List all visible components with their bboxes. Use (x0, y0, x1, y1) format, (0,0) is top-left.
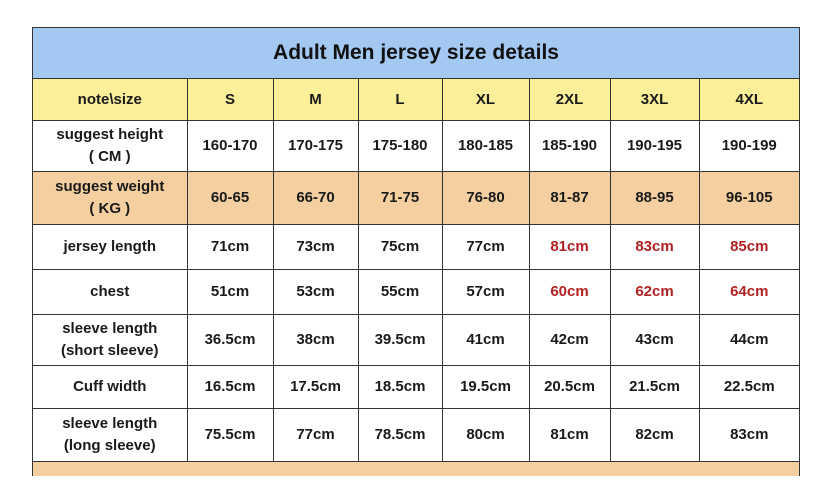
size-value-cell: 43cm (609, 314, 700, 366)
header-size-4xl: 4XL (698, 79, 799, 121)
size-value-cell: 77cm (272, 408, 359, 462)
size-value-cell: 80cm (441, 408, 530, 462)
header-size-m: M (272, 79, 359, 121)
row-label-line: suggest weight (55, 178, 165, 195)
size-value-cell: 88-95 (609, 171, 700, 225)
header-size-s: S (186, 79, 274, 121)
size-value-cell: 53cm (272, 269, 359, 315)
header-size-2xl: 2XL (528, 79, 611, 121)
bottom-band (33, 462, 799, 476)
size-value-cell: 81-87 (528, 171, 611, 225)
row-label-line: (long sleeve) (63, 437, 156, 454)
size-value-cell: 190-195 (609, 120, 700, 172)
size-value-cell: 60cm (528, 269, 611, 315)
size-value-cell: 41cm (441, 314, 530, 366)
table-row: jersey length 71cm 73cm 75cm 77cm 81cm 83cm 85c… (33, 224, 799, 270)
size-value-cell: 42cm (528, 314, 611, 366)
size-value-cell: 20.5cm (528, 365, 611, 409)
size-value-cell: 96-105 (698, 171, 799, 225)
row-label-line: suggest height (56, 126, 164, 143)
size-value-cell: 83cm (609, 224, 700, 270)
size-value-cell: 64cm (698, 269, 799, 315)
size-value-cell: 71-75 (357, 171, 443, 225)
size-value-cell: 190-199 (698, 120, 799, 172)
row-label: suggest weight ( KG ) (33, 171, 188, 225)
size-value-cell: 81cm (528, 408, 611, 462)
row-label-line: (short sleeve) (60, 342, 159, 359)
header-size-l: L (357, 79, 443, 121)
row-label: Cuff width (33, 365, 188, 409)
size-chart: Adult Men jersey size details note\size S… (32, 27, 800, 476)
size-value-cell: 78.5cm (357, 408, 443, 462)
table-row: suggest weight ( KG ) 60-65 66-70 71-75 76-80… (33, 171, 799, 225)
size-value-cell: 21.5cm (609, 365, 700, 409)
row-label: chest (33, 269, 188, 315)
size-value-cell: 83cm (698, 408, 799, 462)
size-value-cell: 62cm (609, 269, 700, 315)
row-label-line: sleeve length (62, 320, 158, 337)
size-value-cell: 185-190 (528, 120, 611, 172)
row-label-line: Cuff width (73, 378, 147, 395)
row-label-line: ( KG ) (89, 200, 131, 217)
size-value-cell: 175-180 (357, 120, 443, 172)
size-value-cell: 18.5cm (357, 365, 443, 409)
size-value-cell: 39.5cm (357, 314, 443, 366)
row-label: sleeve length (long sleeve) (33, 408, 188, 462)
size-value-cell: 55cm (357, 269, 443, 315)
size-value-cell: 75.5cm (186, 408, 274, 462)
size-value-cell: 73cm (272, 224, 359, 270)
row-label: suggest height ( CM ) (33, 120, 188, 172)
table-row: Cuff width 16.5cm 17.5cm 18.5cm 19.5cm 20.5cm… (33, 365, 799, 409)
size-value-cell: 85cm (698, 224, 799, 270)
size-value-cell: 77cm (441, 224, 530, 270)
size-value-cell: 60-65 (186, 171, 274, 225)
size-value-cell: 36.5cm (186, 314, 274, 366)
chart-title: Adult Men jersey size details (33, 28, 799, 79)
header-size-xl: XL (441, 79, 530, 121)
size-value-cell: 16.5cm (186, 365, 274, 409)
table-row: sleeve length (short sleeve) 36.5cm 38cm 39.… (33, 314, 799, 366)
size-value-cell: 66-70 (272, 171, 359, 225)
size-table: note\size S M L XL 2XL 3XL 4XL suggest height ( C… (33, 79, 799, 462)
size-value-cell: 180-185 (441, 120, 530, 172)
size-value-cell: 160-170 (186, 120, 274, 172)
size-value-cell: 76-80 (441, 171, 530, 225)
size-value-cell: 71cm (186, 224, 274, 270)
header-row: note\size S M L XL 2XL 3XL 4XL (33, 79, 799, 121)
size-value-cell: 81cm (528, 224, 611, 270)
size-value-cell: 82cm (609, 408, 700, 462)
row-label: jersey length (33, 224, 188, 270)
size-value-cell: 22.5cm (698, 365, 799, 409)
size-value-cell: 19.5cm (441, 365, 530, 409)
size-value-cell: 38cm (272, 314, 359, 366)
size-value-cell: 170-175 (272, 120, 359, 172)
size-value-cell: 17.5cm (272, 365, 359, 409)
row-label-line: ( CM ) (88, 148, 131, 165)
header-size-3xl: 3XL (609, 79, 700, 121)
table-row: sleeve length (long sleeve) 75.5cm 77cm 78.5… (33, 408, 799, 462)
row-label-line: jersey length (63, 238, 157, 255)
row-label: sleeve length (short sleeve) (33, 314, 188, 366)
table-row: suggest height ( CM ) 160-170 170-175 175-18… (33, 120, 799, 172)
header-note-size: note\size (33, 79, 188, 121)
size-value-cell: 75cm (357, 224, 443, 270)
size-value-cell: 57cm (441, 269, 530, 315)
size-value-cell: 44cm (698, 314, 799, 366)
row-label-line: sleeve length (62, 415, 158, 432)
row-label-line: chest (90, 283, 130, 300)
size-value-cell: 51cm (186, 269, 274, 315)
table-row: chest 51cm 53cm 55cm 57cm 60cm 62cm 64cm (33, 269, 799, 315)
